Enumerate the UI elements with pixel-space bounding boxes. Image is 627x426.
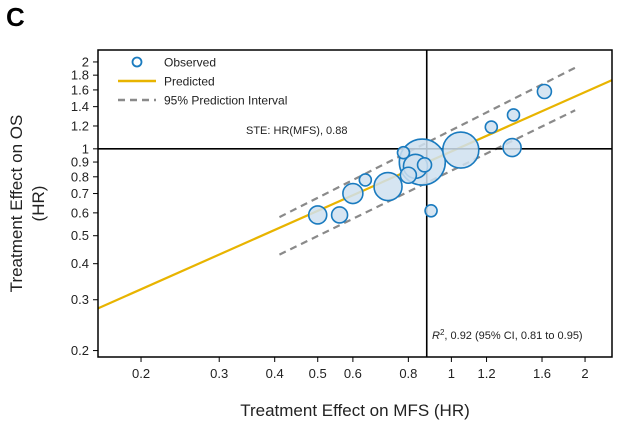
- observed-point: [416, 157, 433, 173]
- y-axis-title-line1: Treatment Effect on OS: [7, 115, 26, 293]
- x-tick-label: 0.5: [309, 366, 327, 381]
- x-tick-label: 0.8: [399, 366, 417, 381]
- observed-point: [424, 203, 438, 218]
- x-tick-label: 1.2: [478, 366, 496, 381]
- r2-annotation: R2, 0.92 (95% CI, 0.81 to 0.95): [432, 328, 583, 343]
- x-tick-label: 0.3: [210, 366, 228, 381]
- observed-point: [358, 173, 373, 187]
- y-tick-label: 0.9: [71, 155, 89, 170]
- x-tick-label: 1.6: [533, 366, 551, 381]
- y-tick-label: 0.2: [71, 343, 89, 358]
- y-tick-label: 1.6: [71, 82, 89, 97]
- y-tick-label: 1: [82, 141, 89, 156]
- r2-superscript: 2: [440, 328, 445, 337]
- legend-entry-label: Predicted: [164, 74, 215, 88]
- r2-rest: , 0.92 (95% CI, 0.81 to 0.95): [444, 330, 582, 342]
- legend-entry-label: 95% Prediction Interval: [164, 93, 287, 107]
- observed-point: [502, 137, 522, 158]
- observed-point: [506, 108, 521, 122]
- legend-entry-label: Observed: [164, 55, 216, 69]
- observed-point: [536, 83, 553, 100]
- observed-point: [441, 131, 480, 169]
- x-tick-label: 1: [448, 366, 455, 381]
- observed-point: [342, 182, 364, 205]
- observed-point: [373, 171, 403, 202]
- x-tick-label: 0.6: [344, 366, 362, 381]
- r2-prefix: R: [432, 330, 440, 342]
- y-tick-label: 0.4: [71, 256, 89, 271]
- observed-point: [307, 205, 328, 225]
- x-tick-label: 0.4: [266, 366, 284, 381]
- y-tick-label: 1.2: [71, 118, 89, 133]
- ste-annotation: STE: HR(MFS), 0.88: [246, 125, 347, 137]
- plot-frame: [97, 49, 613, 358]
- prediction-interval-upper: [278, 66, 576, 219]
- x-tick-label: 2: [581, 366, 588, 381]
- axis-ticks: 0.2 0.3 0.4 0.5 0.6 0.8 1 1.2 1.6 2 0.2 0.3 0.4 0.5 0.…: [71, 54, 589, 381]
- y-tick-label: 0.7: [71, 186, 89, 201]
- legend: Observed Predicted 95% Prediction Interval: [118, 55, 287, 107]
- x-tick-label: 0.2: [132, 366, 150, 381]
- x-axis-title: Treatment Effect on MFS (HR): [240, 401, 470, 420]
- observed-point: [484, 120, 499, 134]
- panel-letter: C: [6, 2, 25, 32]
- observed-point: [330, 206, 349, 224]
- legend-observed-marker: [131, 56, 143, 68]
- observed-point: [396, 145, 411, 160]
- y-tick-label: 0.5: [71, 228, 89, 243]
- y-tick-label: 0.8: [71, 169, 89, 184]
- y-axis-title-line2: (HR): [29, 186, 48, 222]
- y-tick-label: 1.4: [71, 99, 89, 114]
- chart-marks: [97, 50, 613, 357]
- prediction-interval-lower: [278, 109, 576, 256]
- y-tick-label: 0.6: [71, 205, 89, 220]
- y-tick-label: 2: [82, 54, 89, 69]
- y-tick-label: 0.3: [71, 292, 89, 307]
- observed-point: [399, 166, 418, 185]
- y-tick-label: 1.8: [71, 68, 89, 83]
